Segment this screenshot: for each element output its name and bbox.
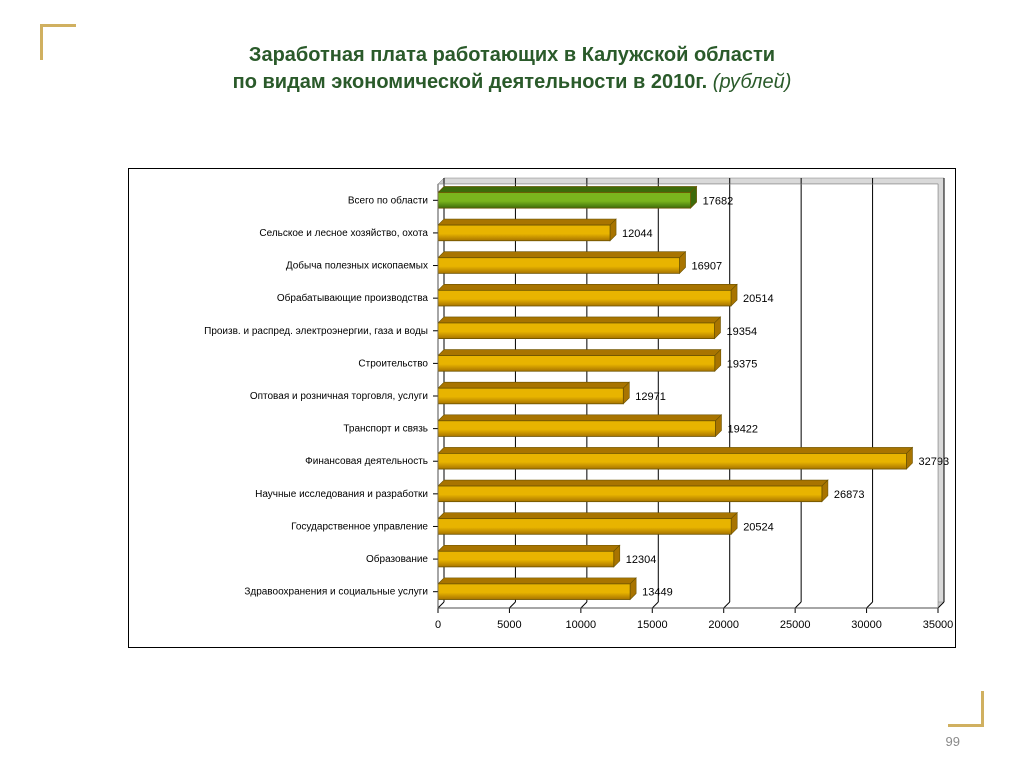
corner-bottom-right [981, 691, 984, 727]
svg-text:35000: 35000 [923, 619, 954, 631]
svg-text:Образование: Образование [366, 553, 428, 565]
corner-bottom-right [948, 724, 984, 727]
svg-text:20514: 20514 [743, 293, 774, 305]
svg-text:32793: 32793 [918, 456, 949, 468]
svg-text:10000: 10000 [566, 619, 597, 631]
svg-text:0: 0 [435, 619, 441, 631]
page-number: 99 [946, 734, 960, 749]
svg-text:12304: 12304 [626, 554, 657, 566]
slide: Заработная плата работающих в Калужской … [0, 0, 1024, 767]
svg-text:19375: 19375 [727, 358, 758, 370]
svg-text:13449: 13449 [642, 587, 673, 599]
svg-text:Государственное управление: Государственное управление [291, 521, 428, 532]
svg-text:Всего по области: Всего по области [348, 194, 428, 206]
svg-text:Финансовая деятельность: Финансовая деятельность [305, 456, 428, 467]
svg-text:Транспорт и связь: Транспорт и связь [343, 424, 428, 435]
title-line2: по видам экономической деятельности в 20… [233, 71, 708, 93]
svg-text:5000: 5000 [497, 619, 521, 631]
svg-text:19422: 19422 [727, 424, 758, 436]
svg-text:20000: 20000 [708, 619, 739, 631]
svg-text:19354: 19354 [726, 326, 757, 338]
svg-text:20524: 20524 [743, 521, 774, 533]
svg-text:Сельское и лесное хозяйство, о: Сельское и лесное хозяйство, охота [259, 228, 428, 239]
svg-text:Оптовая и розничная торговля,: Оптовая и розничная торговля, услуги [250, 391, 428, 402]
svg-text:15000: 15000 [637, 619, 668, 631]
title-units: (рублей) [713, 71, 792, 93]
svg-text:25000: 25000 [780, 619, 811, 631]
slide-title: Заработная плата работающих в Калужской … [120, 42, 904, 96]
svg-text:12971: 12971 [635, 391, 666, 403]
title-line1: Заработная плата работающих в Калужской … [249, 44, 775, 66]
svg-text:Обрабатывающие производства: Обрабатывающие производства [277, 292, 429, 304]
svg-text:Строительство: Строительство [358, 358, 428, 369]
svg-text:Добыча полезных ископаемых: Добыча полезных ископаемых [286, 260, 428, 272]
svg-text:Научные исследования и разрабо: Научные исследования и разработки [255, 488, 428, 500]
svg-text:Произв. и распред. электроэнер: Произв. и распред. электроэнергии, газа … [204, 326, 428, 337]
corner-top-left [40, 24, 76, 27]
chart-svg: 0 5000 10000 15000 20000 25000 30000 35000 17682… [128, 168, 956, 648]
wages-bar-chart: 0 5000 10000 15000 20000 25000 30000 35000 17682… [128, 168, 956, 648]
corner-top-left [40, 24, 43, 60]
svg-text:16907: 16907 [692, 261, 723, 273]
svg-text:17682: 17682 [703, 195, 734, 207]
svg-text:30000: 30000 [851, 619, 882, 631]
svg-text:Здравоохранения и социальные у: Здравоохранения и социальные услуги [244, 587, 428, 598]
svg-text:12044: 12044 [622, 228, 653, 240]
svg-text:26873: 26873 [834, 489, 865, 501]
